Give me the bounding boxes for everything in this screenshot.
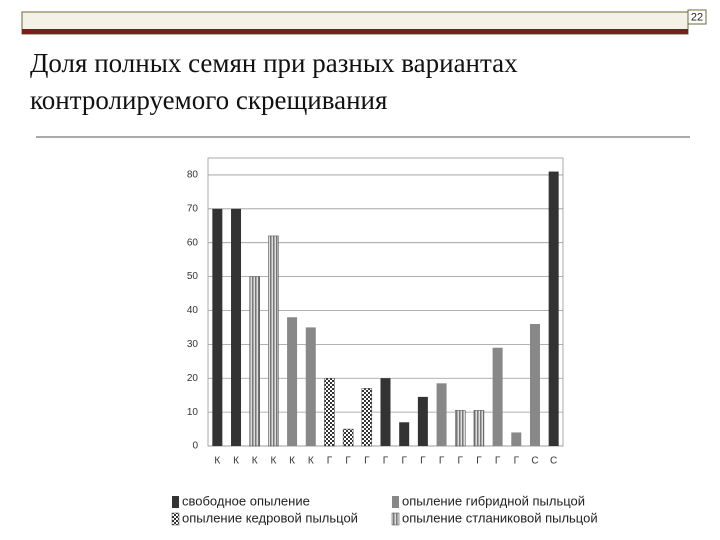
x-tick-label: Г (420, 456, 426, 467)
x-tick-label: К (289, 456, 295, 467)
y-tick-label: 80 (187, 170, 199, 181)
y-tick-label: 0 (192, 441, 198, 452)
page-number: 22 (691, 11, 703, 23)
x-tick-label: Г (401, 456, 407, 467)
bar (249, 276, 260, 447)
legend-swatch (172, 496, 179, 508)
bar (268, 235, 279, 447)
bar (529, 324, 540, 446)
legend-label: опыление гибридной пыльцой (402, 493, 585, 508)
x-tick-label: К (252, 456, 258, 467)
bar (436, 383, 447, 446)
y-tick-label: 30 (187, 339, 199, 350)
bar (417, 396, 428, 446)
legend-swatch (392, 496, 399, 508)
bar (492, 347, 503, 446)
bar (399, 422, 410, 446)
y-tick-label: 20 (187, 373, 199, 384)
title-line: контролируемого скрещивания (30, 85, 387, 115)
bar (305, 327, 316, 446)
bar (231, 208, 242, 446)
x-tick-label: Г (458, 456, 464, 467)
bar (342, 428, 354, 447)
bar (548, 171, 559, 446)
x-tick-label: Г (495, 456, 501, 467)
page-number-box (687, 9, 707, 25)
legend-label: опыление кедровой пыльцой (182, 510, 358, 525)
x-tick-label: К (270, 456, 276, 467)
x-tick-label: К (214, 456, 220, 467)
x-tick-label: Г (383, 456, 389, 467)
bar (454, 410, 466, 447)
x-tick-label: К (308, 456, 314, 467)
y-tick-label: 50 (187, 271, 199, 282)
bar (324, 377, 335, 447)
x-tick-label: Г (364, 456, 370, 467)
header-strip (22, 29, 688, 34)
x-tick-label: С (531, 456, 538, 467)
legend-swatch (171, 512, 180, 526)
y-tick-label: 10 (187, 407, 199, 418)
x-tick-label: Г (439, 456, 445, 467)
legend-label: опыление стланиковой пыльцой (402, 510, 598, 525)
bar (212, 208, 223, 446)
y-tick-label: 40 (187, 305, 199, 316)
x-tick-label: Г (327, 456, 333, 467)
bar (473, 410, 485, 447)
y-tick-label: 60 (187, 237, 199, 248)
title-line: Доля полных семян при разных вариантах (30, 48, 518, 78)
y-tick-label: 70 (187, 203, 199, 214)
x-tick-label: Г (345, 456, 351, 467)
bar (511, 432, 522, 446)
x-tick-label: Г (514, 456, 520, 467)
x-tick-label: Г (476, 456, 482, 467)
legend-swatch (391, 512, 400, 526)
x-tick-label: К (233, 456, 239, 467)
bar (361, 388, 373, 447)
bar (380, 378, 391, 446)
legend-label: свободное опыление (182, 493, 310, 508)
bar (287, 317, 298, 446)
x-tick-label: С (550, 456, 557, 467)
